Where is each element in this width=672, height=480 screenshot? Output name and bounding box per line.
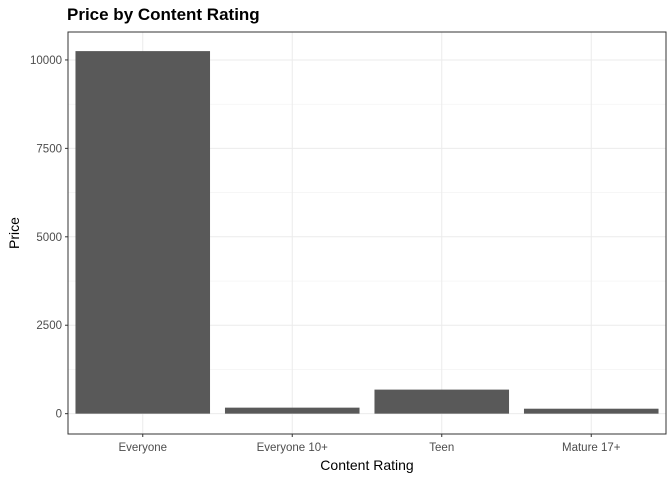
bar-everyone	[75, 51, 211, 414]
bars	[75, 51, 659, 414]
bar-teen	[374, 389, 510, 414]
y-tick-label: 10000	[30, 55, 62, 67]
bar-mature-17	[523, 408, 659, 414]
chart-title: Price by Content Rating	[67, 5, 260, 24]
x-axis-title: Content Rating	[320, 457, 413, 473]
bar-everyone-10	[224, 407, 360, 414]
y-tick-label: 2500	[36, 320, 62, 332]
panel-border	[67, 31, 667, 435]
y-tick-label: 7500	[36, 143, 62, 155]
x-tick-label: Mature 17+	[562, 442, 621, 454]
y-tick-label: 0	[56, 409, 62, 421]
x-tick-label: Everyone 10+	[257, 442, 329, 454]
y-tick-label: 5000	[36, 232, 62, 244]
x-axis-ticks: Everyone Everyone 10+ Teen Mature 17+	[118, 434, 621, 454]
y-axis-title: Price	[6, 217, 22, 249]
y-axis-ticks: 0 2500 5000 7500 10000	[30, 55, 68, 421]
x-tick-label: Teen	[429, 442, 454, 454]
x-tick-label: Everyone	[118, 442, 167, 454]
